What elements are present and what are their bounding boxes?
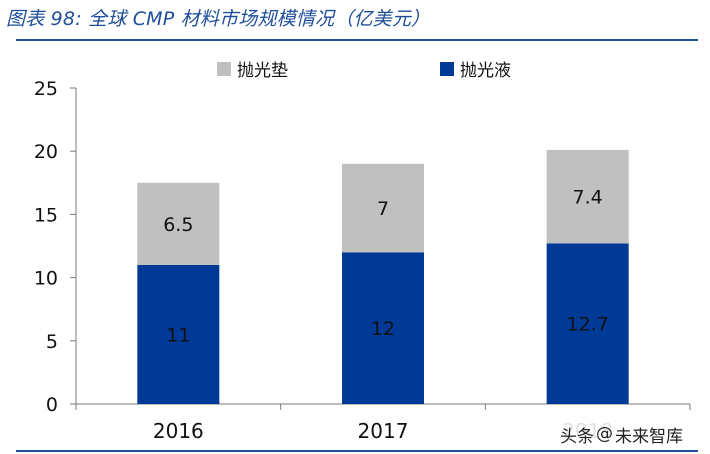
y-tick-label: 25 — [34, 78, 58, 100]
bar-polishing-pad — [546, 149, 629, 244]
x-tick-label: 2016 — [153, 419, 204, 443]
data-label-polishing-pad: 7.4 — [573, 187, 603, 209]
chart-title: 图表 98: 全球 CMP 材料市场规模情况（亿美元） — [6, 8, 431, 30]
watermark-separator: @ — [596, 424, 613, 444]
y-tick-label: 10 — [34, 268, 58, 290]
y-tick-label: 0 — [46, 394, 58, 416]
bar-polishing-pad — [342, 163, 424, 253]
watermark-brand: 头条 — [560, 426, 594, 447]
watermark: 头条 @ 未来智库 — [560, 420, 710, 448]
data-label-polishing-pad: 7 — [377, 198, 389, 220]
title-divider — [16, 39, 698, 41]
bar-polishing-slurry — [137, 264, 220, 404]
legend-swatch — [440, 62, 454, 76]
y-tick-label: 20 — [34, 141, 58, 163]
bar-polishing-slurry — [342, 252, 424, 404]
bar-polishing-pad — [137, 182, 220, 265]
bottom-divider — [16, 450, 698, 452]
x-tick-label: 2017 — [358, 419, 409, 443]
data-label-polishing-slurry: 11 — [166, 324, 190, 346]
legend-label: 抛光液 — [460, 61, 511, 81]
data-label-polishing-slurry: 12.7 — [567, 314, 609, 336]
y-tick-label: 5 — [46, 331, 58, 353]
data-label-polishing-pad: 6.5 — [163, 214, 193, 236]
bar-polishing-slurry — [546, 243, 629, 404]
watermark-account: 未来智库 — [615, 426, 683, 447]
y-tick-label: 15 — [34, 204, 58, 226]
legend-label: 抛光垫 — [237, 61, 288, 81]
legend-swatch — [217, 62, 231, 76]
data-label-polishing-slurry: 12 — [371, 318, 395, 340]
